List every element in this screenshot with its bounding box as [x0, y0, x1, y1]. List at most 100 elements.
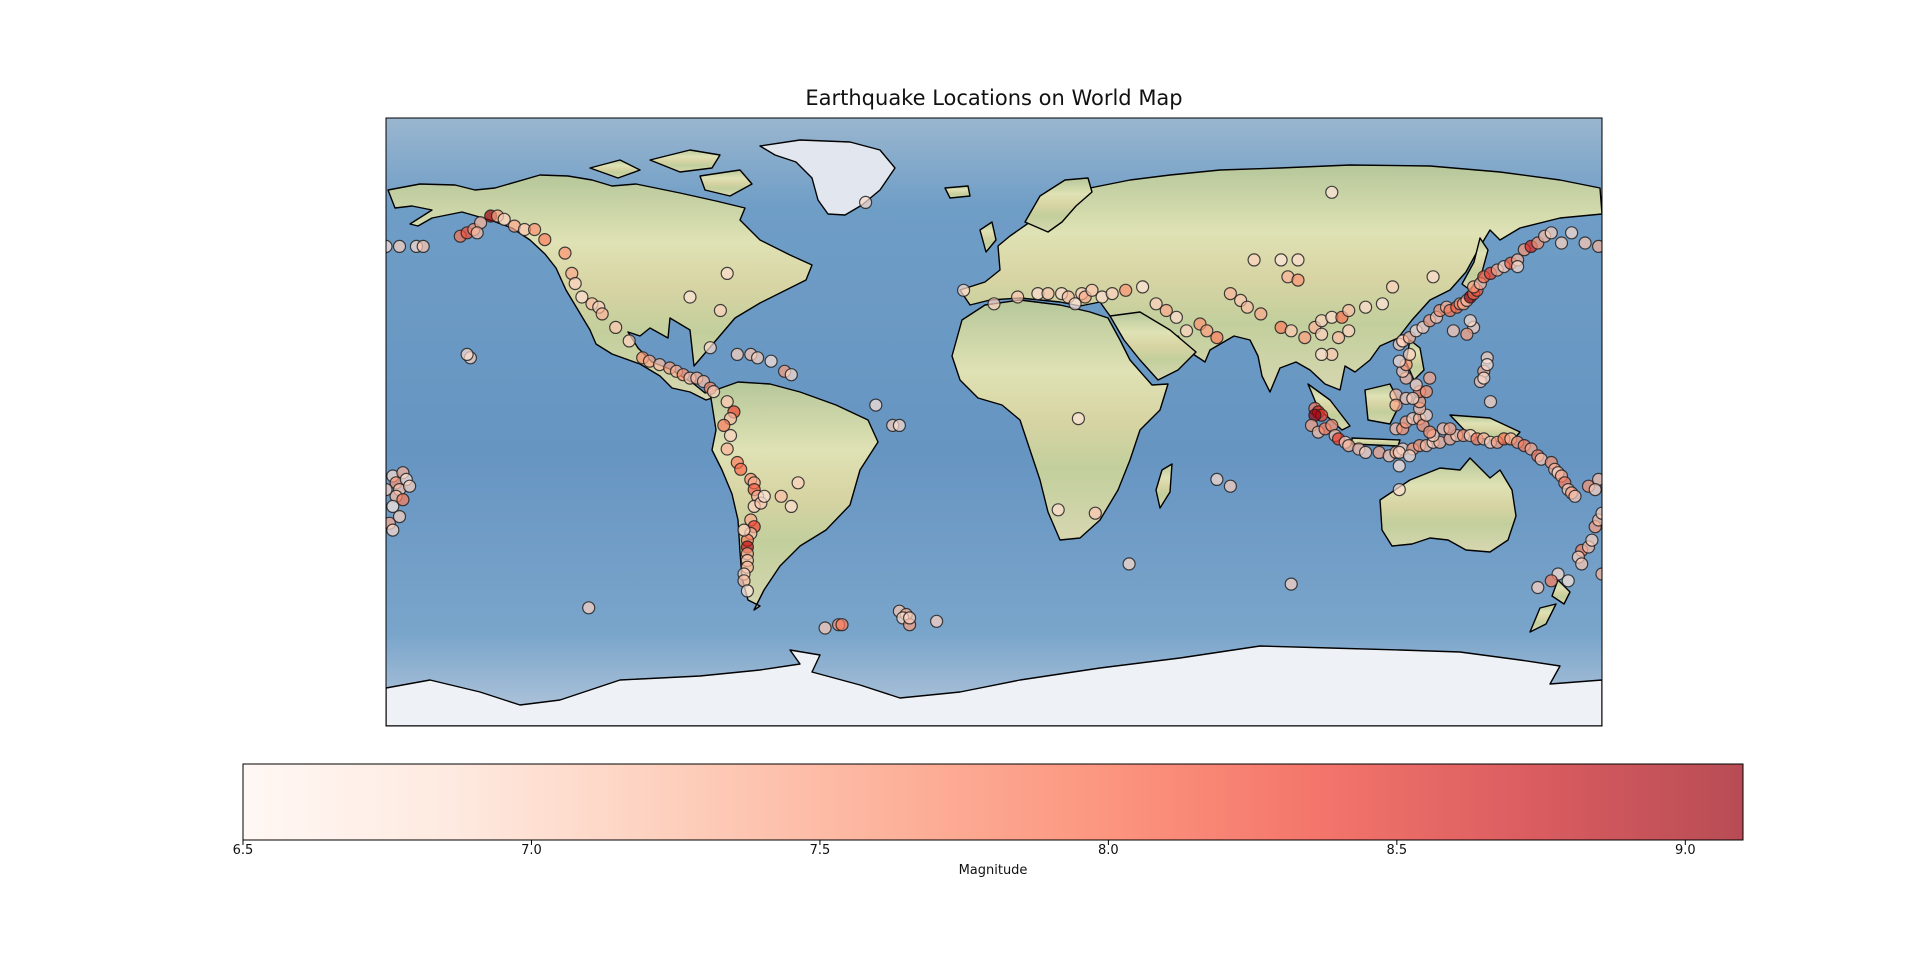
earthquake-point [757, 489, 771, 503]
earthquake-point [784, 368, 798, 382]
earthquake-point [1423, 425, 1437, 439]
uk-shape [979, 221, 997, 253]
earthquake-point [1041, 287, 1055, 301]
earthquake-point [527, 222, 542, 237]
earthquake-point [1223, 479, 1238, 493]
colorbar-tick-label: 6.5 [232, 843, 254, 858]
colorbar-label: Magnitude [958, 863, 1028, 878]
earthquake-point [1426, 270, 1440, 284]
earthquake-point [1325, 185, 1339, 199]
earthquake-point [892, 418, 907, 432]
earthquake-point [622, 334, 636, 348]
colorbar-tick-label: 8.0 [1098, 843, 1119, 858]
earthquake-point [1406, 391, 1420, 405]
earthquake-point [723, 428, 738, 443]
earthquake-point [1510, 260, 1525, 274]
earthquake-point [582, 601, 596, 615]
colorbar-tick-label: 8.5 [1386, 843, 1408, 858]
earthquake-point [1564, 226, 1579, 240]
earthquake-point [987, 297, 1001, 311]
earthquake-point [1561, 574, 1575, 588]
earthquake-point [1247, 253, 1261, 267]
earthquake-point [1159, 303, 1173, 318]
arabia-shape [1109, 311, 1197, 381]
earthquake-point [764, 354, 778, 368]
earthquake-point [403, 479, 417, 493]
earthquake-point [392, 509, 407, 524]
earthquake-point [730, 347, 744, 361]
earthquake-point [460, 347, 474, 361]
antarctica-shape [386, 645, 1602, 726]
earthquake-point [1531, 580, 1545, 595]
earthquake-point [1314, 327, 1329, 341]
earthquake-point [1200, 324, 1214, 338]
earthquake-point [1342, 324, 1356, 338]
earthquake-point [1179, 324, 1194, 338]
iceland-shape [944, 185, 971, 199]
earthquake-point [1291, 253, 1305, 267]
australia-shape [1379, 457, 1517, 553]
earthquake-point [1135, 280, 1150, 294]
earthquake-point [1423, 371, 1437, 385]
colorbar-tick-label: 9.0 [1674, 843, 1696, 858]
earthquake-point [1358, 445, 1373, 459]
earthquake-point [568, 276, 582, 291]
earthquake-point [1240, 300, 1254, 314]
new-zealand-south-shape [1529, 603, 1557, 633]
earthquake-point [386, 523, 400, 537]
earthquake-point [717, 418, 731, 432]
earthquake-point [1575, 557, 1589, 571]
earthquake-point [1254, 307, 1268, 321]
earthquake-point [784, 499, 798, 513]
earthquake-point [1595, 506, 1602, 520]
earthquake-point [1480, 358, 1494, 372]
earthquake-point [1105, 287, 1119, 301]
colorbar-tick-label: 7.0 [521, 843, 542, 858]
earthquake-point [1210, 331, 1224, 345]
colorbar-tick-label: 7.5 [809, 843, 831, 858]
earthquake-point [720, 442, 734, 456]
earthquake-point [595, 307, 609, 321]
earthquake-point [416, 239, 430, 253]
earthquake-points [386, 185, 1602, 635]
earthquake-point [1331, 331, 1346, 345]
earthquake-point [1389, 398, 1403, 412]
earthquake-point [740, 584, 755, 598]
earthquake-point [734, 462, 748, 476]
earthquake-point [902, 611, 917, 625]
earthquake-point [1088, 506, 1102, 520]
colorbar [243, 764, 1743, 840]
earthquake-point [791, 476, 805, 490]
earthquake-point [1071, 412, 1086, 426]
earthquake-point [1419, 385, 1434, 399]
earthquake-point [1284, 324, 1298, 338]
earthquake-point [818, 621, 832, 635]
earthquake-point [706, 385, 721, 399]
earthquake-point [538, 233, 552, 247]
greenland-shape [759, 139, 896, 216]
earthquake-point [386, 483, 393, 497]
earthquake-point [470, 226, 484, 240]
madagascar-shape [1155, 463, 1173, 509]
earthquake-point [1483, 395, 1498, 409]
earthquake-point [1568, 489, 1582, 503]
earthquake-point [683, 290, 697, 304]
earthquake-point [1544, 226, 1558, 240]
africa-shape [951, 299, 1169, 541]
earthquake-point [1588, 483, 1602, 497]
earthquake-point [713, 303, 728, 318]
earthquake-point [720, 395, 734, 409]
arctic-island-3 [589, 159, 641, 179]
land-masses [386, 139, 1602, 726]
earthquake-point [575, 290, 589, 304]
earthquake-point [858, 195, 873, 209]
earthquake-point [1592, 239, 1602, 253]
earthquake-point [869, 398, 883, 412]
earthquake-point [1477, 371, 1491, 385]
earthquake-point [1402, 347, 1417, 361]
map-frame [385, 117, 1603, 727]
earthquake-point [1149, 297, 1163, 311]
earthquake-point [1314, 347, 1329, 361]
earthquake-point [1578, 236, 1592, 250]
